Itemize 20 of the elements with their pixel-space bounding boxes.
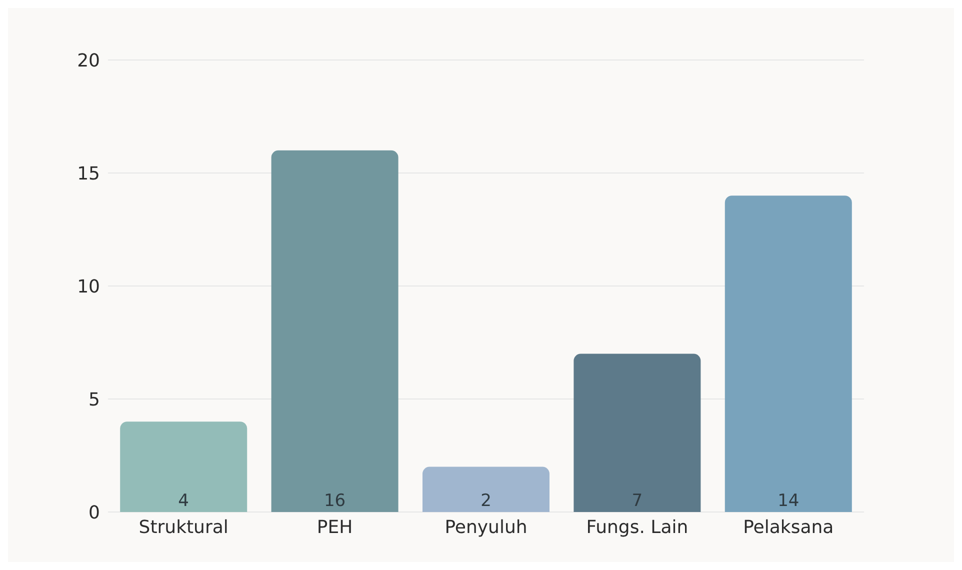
y-tick-label: 20 — [77, 50, 100, 72]
x-tick-label: Struktural — [138, 516, 228, 538]
bar — [422, 466, 550, 512]
bar — [271, 150, 398, 512]
data-label: 2 — [480, 491, 492, 511]
y-tick-label: 0 — [88, 502, 100, 524]
bar — [724, 196, 852, 512]
data-label: 7 — [632, 491, 643, 511]
y-tick-label: 10 — [77, 276, 100, 298]
bar — [574, 354, 701, 512]
y-tick-label: 5 — [88, 389, 100, 410]
x-tick-label: PEH — [316, 516, 353, 538]
data-label: 14 — [778, 491, 800, 511]
x-tick-label: Penyuluh — [444, 516, 528, 538]
bar — [120, 422, 248, 512]
x-tick-label: Fungs. Lain — [586, 516, 688, 538]
data-label: 4 — [178, 491, 190, 511]
data-label: 16 — [324, 491, 346, 511]
y-tick-label: 15 — [77, 163, 100, 184]
x-tick-label: Pelaksana — [743, 516, 834, 538]
